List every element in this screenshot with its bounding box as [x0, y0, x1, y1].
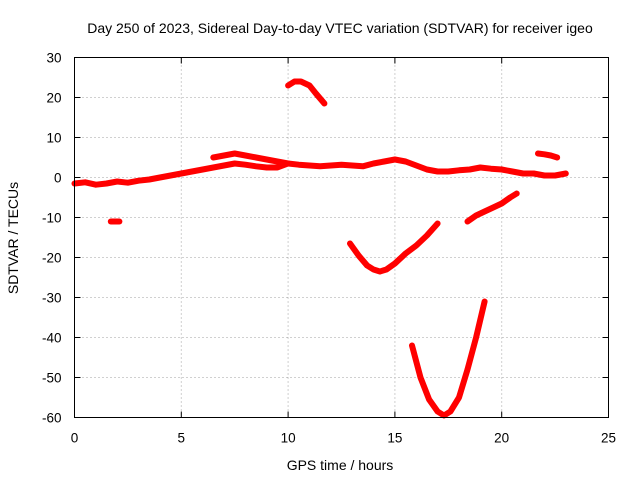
- x-tick-label: 25: [601, 431, 616, 446]
- y-tick-label: 0: [54, 171, 62, 186]
- series-short-segment-b: [535, 150, 561, 161]
- grid: [74, 57, 609, 418]
- data-series: [71, 78, 569, 419]
- y-tick-label: 10: [46, 131, 61, 146]
- series-main-band-a: [71, 156, 569, 188]
- y-tick-label: -20: [42, 251, 62, 266]
- y-axis-label: SDTVAR / TECUs: [5, 182, 21, 294]
- x-tick-label: 5: [178, 431, 186, 446]
- x-tick-label: 0: [71, 431, 79, 446]
- y-tick-label: -50: [42, 371, 62, 386]
- series-dip-segment-b: [409, 298, 488, 419]
- tick-labels: 0 5 10 15 20 25 -60 -50 -40 -30 -20 -10 0 10 20 30: [42, 51, 616, 446]
- y-tick-label: -30: [42, 291, 62, 306]
- chart-title: Day 250 of 2023, Sidereal Day-to-day VTE…: [87, 20, 593, 36]
- y-tick-label: -10: [42, 211, 62, 226]
- y-tick-label: -40: [42, 331, 62, 346]
- series-rising-segment: [464, 190, 520, 225]
- x-tick-label: 10: [281, 431, 296, 446]
- y-tick-label: 20: [46, 91, 61, 106]
- x-tick-label: 20: [494, 431, 509, 446]
- plot-frame: [74, 57, 609, 418]
- series-peak-segment: [285, 78, 328, 107]
- series-main-band-b: [210, 150, 292, 167]
- series-dip-segment-a: [347, 220, 441, 275]
- x-axis-label: GPS time / hours: [287, 457, 394, 473]
- axis-ticks: [74, 57, 609, 418]
- y-tick-label: 30: [46, 51, 61, 66]
- y-tick-label: -60: [42, 411, 62, 426]
- x-tick-label: 15: [387, 431, 402, 446]
